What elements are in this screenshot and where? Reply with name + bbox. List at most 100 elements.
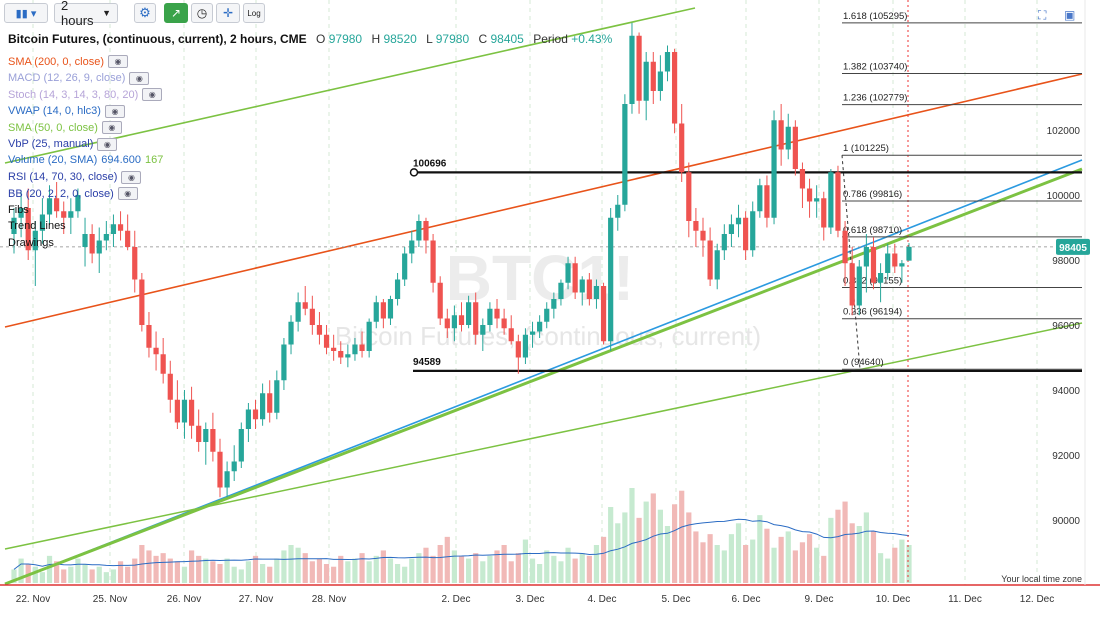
volume-bar (679, 490, 685, 583)
eye-icon[interactable]: ◉ (121, 170, 142, 184)
camera-icon[interactable]: ▣ (1064, 8, 1076, 22)
volume-bar (700, 542, 706, 583)
volume-bar (288, 545, 294, 583)
volume-bar (89, 569, 95, 583)
candle-body (870, 247, 877, 283)
eye-icon[interactable]: ◉ (97, 137, 118, 151)
volume-bar (522, 539, 529, 583)
drawing-button[interactable]: ✛ (216, 3, 240, 23)
candle-body (714, 250, 720, 280)
volume-bar (267, 566, 273, 583)
candle-body (139, 279, 145, 325)
candle-body (174, 399, 180, 423)
candle-body (877, 273, 884, 283)
candle-body (96, 240, 102, 254)
candle-body (316, 325, 323, 335)
indicator-row[interactable]: Volume (20, SMA) 694.600 167 (8, 154, 163, 166)
eye-icon[interactable]: ◉ (129, 71, 150, 85)
indicator-row[interactable]: SMA (200, 0, close) ◉ (8, 55, 128, 68)
candlestick-series (11, 22, 912, 498)
log-scale-button[interactable]: Log (243, 3, 265, 23)
indicator-row[interactable]: Stoch (14, 3, 14, 3, 80, 20) ◉ (8, 88, 163, 101)
candle-body (586, 279, 592, 299)
volume-bar (821, 555, 827, 583)
history-button[interactable]: ◷ (191, 3, 213, 23)
fib-level-label: 0.236 (96194) (843, 307, 902, 318)
x-tick-label: 28. Nov (312, 594, 346, 605)
candle-body (615, 204, 621, 218)
volume-bar (721, 550, 727, 583)
upper-channel-line (4, 7, 696, 164)
volume-bar (466, 558, 472, 583)
low-label: L (426, 32, 433, 46)
eye-icon[interactable]: ◉ (142, 88, 163, 101)
volume-bar (565, 547, 571, 583)
volume-bar (217, 564, 223, 583)
high-value: 98520 (383, 32, 417, 46)
candle-body (480, 325, 486, 335)
chart-type-button[interactable]: ▮▮ ▾ (4, 3, 48, 23)
indicator-row[interactable]: Fibs (8, 204, 29, 216)
period-value: +0.43% (571, 32, 613, 46)
candle-body (679, 123, 685, 173)
candle-body (721, 234, 727, 251)
eye-icon[interactable]: ◉ (117, 187, 138, 200)
y-tick-label: 90000 (1052, 516, 1080, 527)
indicator-row[interactable]: RSI (14, 70, 30, close) ◉ (8, 170, 142, 184)
volume-bar (132, 558, 138, 583)
candle-body (515, 341, 521, 358)
volume-bar (508, 561, 514, 583)
indicator-row[interactable]: SMA (50, 0, close) ◉ (8, 121, 122, 134)
volume-bar (579, 553, 585, 583)
volume-bar (245, 561, 252, 583)
candle-body (153, 347, 159, 355)
indicator-value: 694.600 (101, 154, 142, 166)
candle-body (416, 221, 422, 241)
candle-body (394, 279, 401, 299)
candle-body (260, 393, 266, 420)
candle-body (487, 308, 493, 325)
indicator-row[interactable]: VWAP (14, 0, hlc3) ◉ (8, 104, 125, 118)
eye-icon[interactable]: ◉ (104, 104, 125, 118)
candle-body (572, 263, 578, 293)
volume-bar (686, 512, 692, 583)
interval-select[interactable]: 2 hours ▼ (54, 0, 118, 28)
candle-body (522, 334, 529, 358)
candle-body (757, 185, 763, 212)
log-label: Log (247, 8, 261, 18)
volume-bar (224, 558, 230, 583)
volume-bar (437, 545, 443, 583)
volume-bar (458, 555, 465, 583)
volume-bar (792, 550, 798, 583)
indicator-row[interactable]: MACD (12, 26, 9, close) ◉ (8, 71, 150, 85)
settings-button[interactable]: ⚙ (134, 3, 156, 23)
candle-body (451, 315, 457, 329)
volume-bar (593, 545, 600, 583)
high-label: H (371, 32, 381, 46)
expand-icon[interactable]: ⛶ (1038, 8, 1047, 22)
volume-bar (870, 531, 877, 583)
volume-bar (146, 550, 152, 583)
candle-body (778, 120, 784, 150)
indicator-row[interactable]: VbP (25, manual) ◉ (8, 137, 118, 151)
volume-bar (728, 534, 735, 583)
volume-bar (657, 509, 663, 583)
candle-body (899, 263, 905, 267)
candle-body (203, 429, 209, 442)
indicator-row[interactable]: BB (20, 2, 2, 0, close) ◉ (8, 187, 138, 200)
indicator-row[interactable]: Drawings (8, 237, 54, 249)
indicator-row[interactable]: Trend Lines (8, 220, 66, 232)
candle-body (593, 286, 600, 299)
eye-icon[interactable]: ◉ (101, 121, 122, 134)
eye-icon[interactable]: ◉ (108, 55, 128, 68)
indicators-button[interactable]: ↗ (164, 3, 188, 23)
candle-body (167, 373, 173, 400)
volume-sma-line (13, 518, 910, 570)
volume-bar (18, 558, 24, 583)
candle-body (629, 35, 635, 104)
volume-bar (799, 542, 806, 583)
candle-body (657, 71, 663, 91)
volume-bar (735, 523, 742, 583)
volume-bar (515, 553, 521, 583)
